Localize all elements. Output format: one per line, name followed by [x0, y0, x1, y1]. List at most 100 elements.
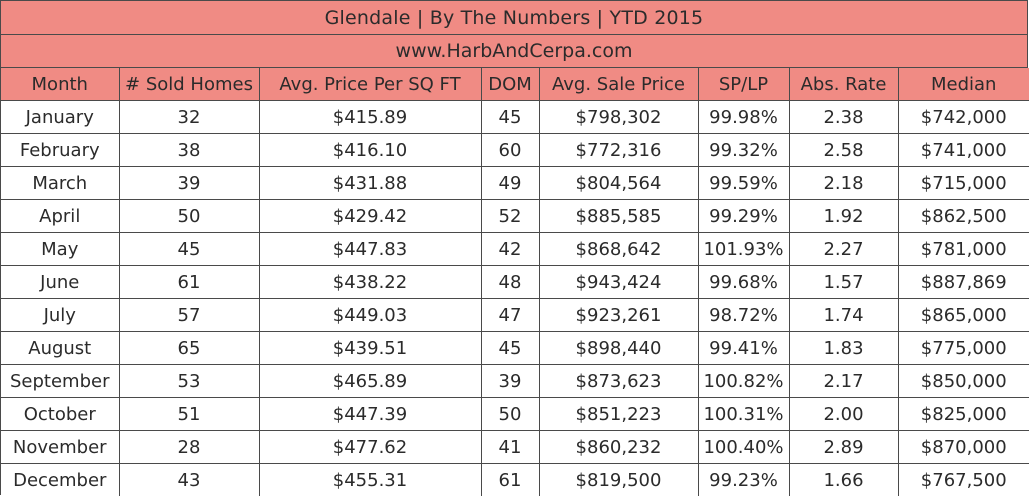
table-body: January 32 $415.89 45 $798,302 99.98% 2.38 $742…	[1, 100, 1029, 496]
table-cell: 100.31%	[697, 397, 790, 431]
table-cell: 1.74	[788, 298, 899, 332]
table-row: September 53 $465.89 39 $873,623 100.82% 2.17 $…	[1, 364, 1029, 398]
table-cell: $873,623	[538, 364, 699, 398]
table-cell: $439.51	[258, 331, 482, 365]
table-cell: $741,000	[897, 133, 1029, 167]
table-cell: $868,642	[538, 232, 699, 266]
table-cell: $860,232	[538, 430, 699, 464]
website-banner: www.HarbAndCerpa.com	[1, 35, 1027, 68]
table-cell: 50	[118, 199, 260, 233]
table-cell: 65	[118, 331, 260, 365]
table-cell: 60	[480, 133, 540, 167]
column-header: Avg. Price Per SQ FT	[258, 68, 482, 101]
table-row: February 38 $416.10 60 $772,316 99.32% 2.58 $74…	[1, 133, 1029, 167]
column-header: DOM	[480, 68, 540, 101]
table-cell: $825,000	[897, 397, 1029, 431]
table-cell: 49	[480, 166, 540, 200]
stats-table: Month # Sold Homes Avg. Price Per SQ FT DOM…	[1, 68, 1029, 496]
table-row: July 57 $449.03 47 $923,261 98.72% 1.74 $865,00…	[1, 298, 1029, 332]
table-cell: September	[1, 364, 120, 398]
table-cell: $477.62	[258, 430, 482, 464]
table-cell: $862,500	[897, 199, 1029, 233]
table-cell: $455.31	[258, 463, 482, 496]
table-cell: 45	[480, 331, 540, 365]
sheet-title: Glendale | By The Numbers | YTD 2015	[1, 1, 1027, 35]
table-row: January 32 $415.89 45 $798,302 99.98% 2.38 $742…	[1, 100, 1029, 134]
table-cell: May	[1, 232, 120, 266]
table-cell: 99.29%	[697, 199, 790, 233]
table-cell: $772,316	[538, 133, 699, 167]
table-cell: 2.89	[788, 430, 899, 464]
table-cell: 98.72%	[697, 298, 790, 332]
table-cell: 47	[480, 298, 540, 332]
table-cell: March	[1, 166, 120, 200]
table-cell: 39	[118, 166, 260, 200]
header-row: Month # Sold Homes Avg. Price Per SQ FT DOM…	[1, 68, 1029, 101]
table-cell: $870,000	[897, 430, 1029, 464]
table-cell: $850,000	[897, 364, 1029, 398]
table-row: March 39 $431.88 49 $804,564 99.59% 2.18 $715,0…	[1, 166, 1029, 200]
table-cell: November	[1, 430, 120, 464]
table-cell: 99.59%	[697, 166, 790, 200]
column-header: Avg. Sale Price	[538, 68, 699, 101]
table-row: November 28 $477.62 41 $860,232 100.40% 2.89 $8…	[1, 430, 1029, 464]
table-cell: $767,500	[897, 463, 1029, 496]
table-cell: $898,440	[538, 331, 699, 365]
table-cell: $447.39	[258, 397, 482, 431]
table-cell: 2.17	[788, 364, 899, 398]
table-cell: 51	[118, 397, 260, 431]
column-header: # Sold Homes	[118, 68, 260, 101]
table-cell: 99.32%	[697, 133, 790, 167]
table-cell: 2.38	[788, 100, 899, 134]
table-cell: June	[1, 265, 120, 299]
table-cell: 99.41%	[697, 331, 790, 365]
table-row: October 51 $447.39 50 $851,223 100.31% 2.00 $82…	[1, 397, 1029, 431]
table-cell: 99.68%	[697, 265, 790, 299]
table-cell: 41	[480, 430, 540, 464]
table-cell: 43	[118, 463, 260, 496]
table-cell: August	[1, 331, 120, 365]
table-cell: 42	[480, 232, 540, 266]
table-row: May 45 $447.83 42 $868,642 101.93% 2.27 $781,00…	[1, 232, 1029, 266]
table-cell: December	[1, 463, 120, 496]
table-cell: $431.88	[258, 166, 482, 200]
table-cell: 53	[118, 364, 260, 398]
table-cell: $819,500	[538, 463, 699, 496]
table-cell: 1.92	[788, 199, 899, 233]
table-cell: 39	[480, 364, 540, 398]
table-cell: $943,424	[538, 265, 699, 299]
table-cell: $923,261	[538, 298, 699, 332]
table-cell: $804,564	[538, 166, 699, 200]
table-cell: $775,000	[897, 331, 1029, 365]
table-cell: $798,302	[538, 100, 699, 134]
table-cell: $438.22	[258, 265, 482, 299]
table-cell: April	[1, 199, 120, 233]
table-cell: $851,223	[538, 397, 699, 431]
table-cell: 61	[118, 265, 260, 299]
table-cell: July	[1, 298, 120, 332]
table-cell: 57	[118, 298, 260, 332]
table-cell: 1.66	[788, 463, 899, 496]
table-cell: $449.03	[258, 298, 482, 332]
column-header: Abs. Rate	[788, 68, 899, 101]
table-cell: $865,000	[897, 298, 1029, 332]
table-cell: $416.10	[258, 133, 482, 167]
table-row: August 65 $439.51 45 $898,440 99.41% 1.83 $775,…	[1, 331, 1029, 365]
table-cell: $415.89	[258, 100, 482, 134]
table-cell: 99.98%	[697, 100, 790, 134]
column-header: Median	[897, 68, 1029, 101]
table-cell: $465.89	[258, 364, 482, 398]
table-cell: 2.00	[788, 397, 899, 431]
table-cell: 2.18	[788, 166, 899, 200]
table-cell: 38	[118, 133, 260, 167]
table-cell: October	[1, 397, 120, 431]
table-cell: 45	[118, 232, 260, 266]
table-cell: January	[1, 100, 120, 134]
table-cell: $715,000	[897, 166, 1029, 200]
table-cell: $885,585	[538, 199, 699, 233]
table-cell: $887,869	[897, 265, 1029, 299]
table-cell: 52	[480, 199, 540, 233]
table-cell: 2.58	[788, 133, 899, 167]
table-cell: 1.57	[788, 265, 899, 299]
